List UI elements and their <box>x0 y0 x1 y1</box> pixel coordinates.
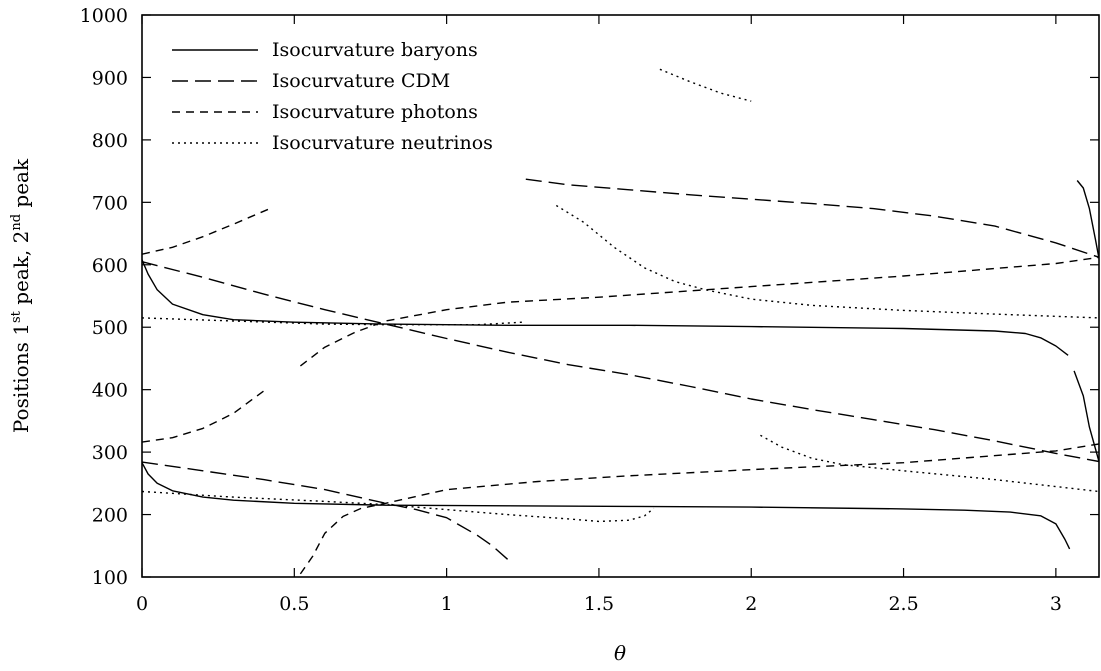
series-line-isocurvature-photons <box>142 390 265 443</box>
legend-label: Isocurvature neutrinos <box>272 132 493 154</box>
series-line-isocurvature-baryons <box>142 462 1071 550</box>
series-line-isocurvature-photons <box>142 207 271 255</box>
series-line-isocurvature-neutrinos <box>555 204 1099 319</box>
series-line-isocurvature-neutrinos <box>760 434 1099 493</box>
plot-frame <box>141 14 1100 578</box>
y-tick-label: 400 <box>92 380 128 402</box>
x-tick-label: 0 <box>136 593 148 615</box>
y-axis-title: Positions 1st peak, 2nd peak <box>9 158 33 433</box>
series-line-isocurvature-photons <box>299 443 1099 575</box>
series-line-isocurvature-cdm <box>142 461 512 563</box>
y-tick-label: 700 <box>92 192 128 214</box>
y-tick-label: 500 <box>92 317 128 339</box>
legend-label: Isocurvature photons <box>272 101 478 123</box>
y-axis-title-part: peak, 2 <box>9 231 33 311</box>
x-tick-label: 1 <box>441 593 453 615</box>
x-axis-title: θ <box>614 641 626 665</box>
y-axis-title-superscript: nd <box>9 214 24 231</box>
y-tick-label: 600 <box>92 255 128 277</box>
y-tick-label: 100 <box>92 567 128 589</box>
series-line-isocurvature-neutrinos <box>142 490 655 523</box>
series-line-isocurvature-baryons <box>1076 180 1099 259</box>
y-tick-label: 200 <box>92 505 128 527</box>
x-tick-label: 2 <box>745 593 757 615</box>
y-tick-label: 800 <box>92 130 128 152</box>
x-tick-label: 0.5 <box>279 593 309 615</box>
series-line-isocurvature-cdm <box>525 178 1099 258</box>
y-tick-label: 1000 <box>80 5 128 27</box>
x-tick-label: 3 <box>1050 593 1062 615</box>
legend: Isocurvature baryons Isocurvature CDM Isoc… <box>172 39 493 154</box>
series-layer <box>142 68 1099 575</box>
y-tick-label: 900 <box>92 67 128 89</box>
legend-label: Isocurvature baryons <box>272 39 478 61</box>
series-line-isocurvature-cdm <box>142 261 1099 463</box>
legend-label: Isocurvature CDM <box>272 70 450 92</box>
series-line-isocurvature-photons <box>299 256 1099 367</box>
y-axis-title-superscript: st <box>9 310 24 323</box>
y-tick-label: 300 <box>92 442 128 464</box>
series-line-isocurvature-neutrinos <box>659 68 752 102</box>
y-axis-title-part: peak <box>9 158 33 214</box>
x-tick-label: 1.5 <box>584 593 614 615</box>
tick-layer: 0 0.5 1 1.5 2 2.5 3 100 200 300 400 500 600 700 800 900… <box>80 5 1099 615</box>
y-axis-title-part: Positions 1 <box>9 323 33 433</box>
x-tick-label: 2.5 <box>888 593 918 615</box>
series-line-isocurvature-neutrinos <box>142 317 523 326</box>
series-line-isocurvature-baryons <box>142 259 1069 356</box>
